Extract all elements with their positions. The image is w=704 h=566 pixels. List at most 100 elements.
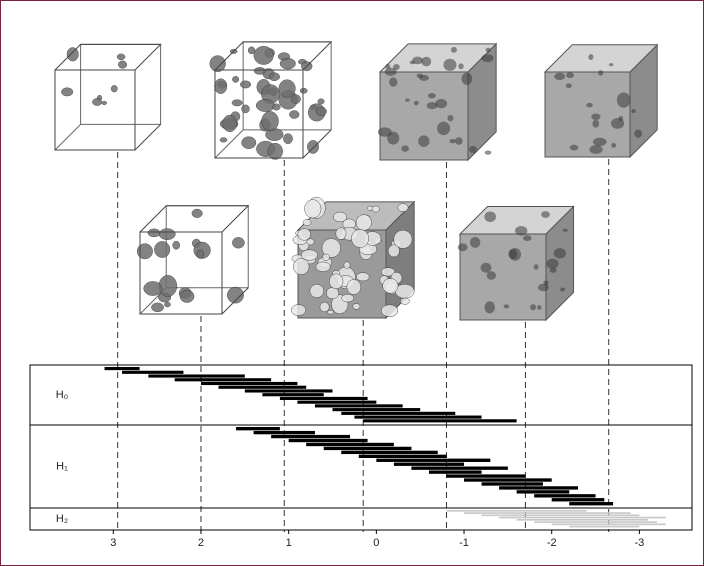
surface-blob xyxy=(398,204,408,212)
surface-blob xyxy=(192,209,203,218)
persistence-bar xyxy=(324,447,412,450)
surface-blob xyxy=(248,47,255,54)
surface-blob xyxy=(333,212,346,222)
surface-blob xyxy=(303,219,311,225)
x-tick-label: 0 xyxy=(373,537,379,549)
surface-blob xyxy=(242,105,250,113)
dimension-label: H₂ xyxy=(56,513,68,525)
persistence-bar xyxy=(552,524,666,526)
persistence-bar xyxy=(175,378,271,381)
surface-blob xyxy=(387,132,399,145)
surface-blob xyxy=(534,264,539,269)
surface-blob xyxy=(342,294,354,302)
persistence-bar xyxy=(552,498,605,501)
persistence-bar xyxy=(446,510,586,512)
surface-blob xyxy=(381,305,398,317)
persistence-bar xyxy=(219,386,307,389)
surface-blob xyxy=(159,229,175,240)
surface-blob xyxy=(414,101,419,106)
dimension-label: H₀ xyxy=(56,389,69,401)
persistence-bar xyxy=(482,482,543,485)
persistence-bar xyxy=(534,494,595,497)
x-tick-label: -2 xyxy=(547,537,557,549)
surface-blob xyxy=(443,59,456,71)
x-tick-label: 2 xyxy=(198,537,204,549)
surface-blob xyxy=(455,137,463,145)
persistence-bar xyxy=(289,439,368,442)
surface-blob xyxy=(232,100,242,106)
x-tick-label: 1 xyxy=(286,537,292,549)
surface-blob xyxy=(400,298,409,304)
surface-blob xyxy=(356,215,372,231)
surface-blob xyxy=(291,95,300,104)
surface-blob xyxy=(588,54,593,60)
surface-blob xyxy=(537,305,541,310)
surface-blob xyxy=(419,75,429,81)
surface-blob xyxy=(530,304,536,310)
surface-blob xyxy=(223,115,237,132)
surface-blob xyxy=(329,274,343,289)
surface-blob xyxy=(318,99,324,104)
surface-blob xyxy=(214,79,227,94)
surface-blob xyxy=(450,139,456,143)
persistence-bar xyxy=(499,486,578,489)
surface-blob xyxy=(307,239,314,245)
cube xyxy=(378,44,496,160)
persistence-bar xyxy=(254,431,315,434)
surface-blob xyxy=(481,263,492,273)
surface-blob xyxy=(385,68,397,76)
surface-blob xyxy=(428,93,436,98)
surface-blob xyxy=(609,63,613,66)
cube xyxy=(458,206,574,320)
surface-blob xyxy=(326,288,338,299)
persistence-bar xyxy=(122,371,183,374)
surface-blob xyxy=(310,284,324,297)
surface-blob xyxy=(598,70,603,76)
surface-blob xyxy=(469,146,477,153)
surface-blob xyxy=(280,58,295,69)
surface-blob xyxy=(418,135,429,147)
x-tick-label: -1 xyxy=(459,537,469,549)
surface-blob xyxy=(61,88,73,96)
surface-blob xyxy=(592,120,599,128)
surface-blob xyxy=(291,305,306,316)
cube-face xyxy=(545,72,630,157)
persistence-bar xyxy=(534,521,657,523)
surface-blob xyxy=(117,54,125,60)
persistence-bar xyxy=(354,416,481,419)
surface-blob xyxy=(148,229,160,237)
surface-blob xyxy=(273,104,281,110)
surface-blob xyxy=(560,288,565,292)
surface-blob xyxy=(305,200,321,218)
surface-blob xyxy=(279,80,296,98)
surface-blob xyxy=(351,229,368,247)
surface-blob xyxy=(240,81,250,88)
surface-blob xyxy=(593,138,607,146)
surface-blob xyxy=(435,99,447,108)
surface-blob xyxy=(232,237,244,248)
surface-blob xyxy=(485,151,492,155)
surface-blob xyxy=(515,226,527,236)
surface-blob xyxy=(92,98,101,105)
surface-blob xyxy=(462,73,473,85)
persistence-bar xyxy=(482,515,640,517)
surface-blob xyxy=(316,107,327,116)
surface-blob xyxy=(327,310,333,314)
surface-blob xyxy=(210,56,226,72)
surface-blob xyxy=(589,145,602,154)
surface-blob xyxy=(256,99,275,111)
surface-blob xyxy=(554,73,565,80)
surface-blob xyxy=(401,145,409,151)
surface-blob xyxy=(118,61,126,69)
surface-blob xyxy=(137,244,153,259)
cube xyxy=(545,45,657,157)
persistence-bar xyxy=(262,393,323,396)
surface-blob xyxy=(437,122,450,135)
surface-blob xyxy=(173,241,180,249)
persistence-bar xyxy=(446,474,525,477)
persistence-bar xyxy=(499,517,666,519)
surface-blob xyxy=(485,301,495,313)
surface-blob xyxy=(508,249,517,259)
surface-blob xyxy=(197,250,204,259)
persistence-bar xyxy=(341,412,455,415)
